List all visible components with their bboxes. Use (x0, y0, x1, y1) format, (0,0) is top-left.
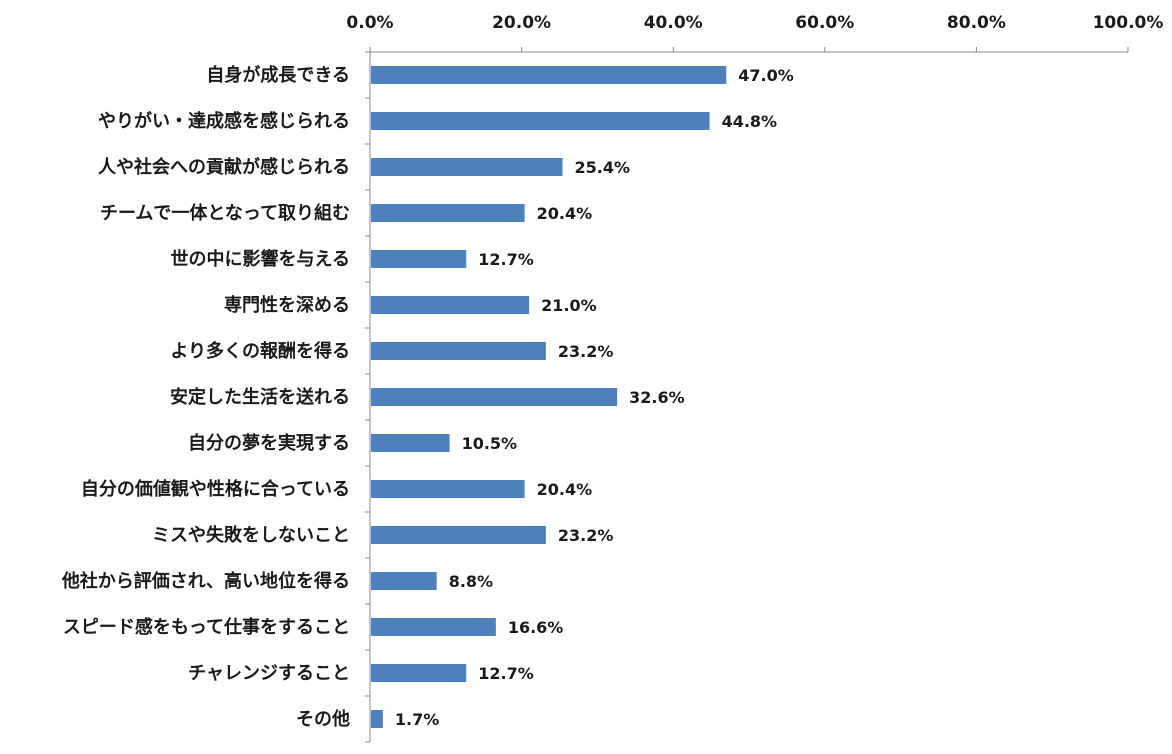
category-label: 安定した生活を送れる (170, 386, 350, 408)
category-label: 専門性を深める (224, 294, 350, 316)
category-label: 自分の価値観や性格に合っている (81, 478, 350, 500)
bar (371, 112, 710, 130)
bar (371, 480, 525, 498)
bar (371, 66, 727, 84)
x-tick-label: 40.0% (644, 13, 703, 33)
data-label: 12.7% (478, 664, 534, 683)
data-label: 20.4% (537, 204, 593, 223)
category-label: 自身が成長できる (206, 64, 350, 86)
x-tick-label: 20.0% (492, 13, 551, 33)
category-label: 世の中に影響を与える (171, 248, 350, 270)
category-label: チームで一体となって取り組む (100, 202, 350, 224)
data-label: 16.6% (508, 618, 564, 637)
x-tick-label: 60.0% (795, 13, 854, 33)
bar (371, 526, 546, 544)
category-label: その他 (296, 708, 350, 730)
data-label: 1.7% (395, 710, 439, 729)
bar (371, 710, 383, 728)
data-label: 32.6% (629, 388, 685, 407)
category-label: より多くの報酬を得る (170, 340, 350, 362)
data-label: 25.4% (575, 158, 631, 177)
data-label: 44.8% (722, 112, 778, 131)
bar (371, 388, 618, 406)
x-tick-label: 100.0% (1093, 13, 1164, 33)
data-label: 47.0% (738, 66, 794, 85)
bar (371, 204, 525, 222)
category-label: 他社から評価され、高い地位を得る (61, 570, 350, 592)
category-label: スピード感をもって仕事をすること (63, 616, 350, 638)
bar (371, 250, 467, 268)
bar (371, 296, 530, 314)
bar (371, 434, 450, 452)
data-label: 23.2% (558, 342, 614, 361)
bar (371, 618, 496, 636)
category-label: 自分の夢を実現する (188, 432, 350, 454)
data-label: 10.5% (462, 434, 518, 453)
bar (371, 664, 467, 682)
category-label: ミスや失敗をしないこと (152, 524, 350, 546)
category-label: やりがい・達成感を感じられる (98, 110, 350, 132)
data-label: 20.4% (537, 480, 593, 499)
x-tick-label: 80.0% (947, 13, 1006, 33)
bar (371, 572, 437, 590)
data-label: 21.0% (541, 296, 597, 315)
data-label: 23.2% (558, 526, 614, 545)
category-label: チャレンジすること (188, 663, 350, 684)
bar (371, 342, 546, 360)
x-tick-label: 0.0% (346, 13, 393, 33)
data-label: 8.8% (449, 572, 493, 591)
data-label: 12.7% (478, 250, 534, 269)
bar (371, 158, 563, 176)
category-label: 人や社会への貢献が感じられる (98, 156, 350, 178)
